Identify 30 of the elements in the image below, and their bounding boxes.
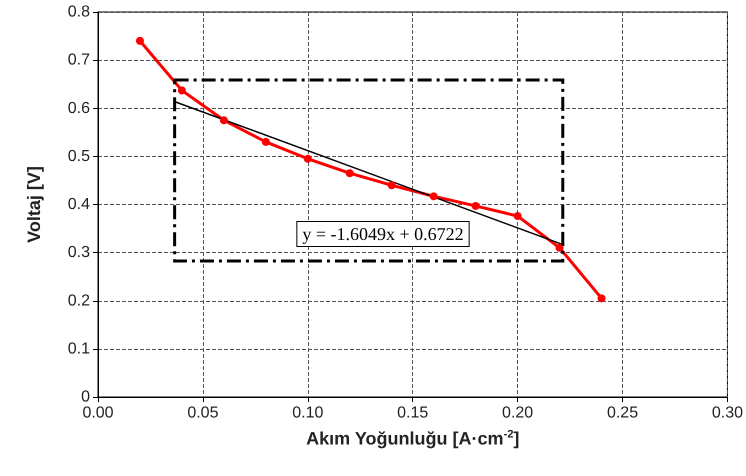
annotation: y = -1.6049x + 0.6722 [302,224,464,244]
point [472,202,480,210]
x-tick-label: 0.20 [502,404,534,422]
x-tick-label: 0.30 [712,404,744,422]
x-tick-label: 0.00 [82,404,114,422]
x-tick-label: 0.25 [606,404,638,422]
y-tick-label: 0.1 [68,340,90,358]
y-tick-label: 0.5 [68,148,90,165]
x-tick-label: 0.05 [187,404,219,422]
y-tick-label: 0.8 [68,4,90,20]
point [556,244,564,252]
y-tick-label: 0 [81,388,90,406]
point [178,86,186,94]
point [388,181,396,190]
x-tick-label: 0.10 [292,404,324,422]
y-tick-label: 0.6 [68,100,90,117]
y-axis-title: Voltaj [V] [24,166,44,243]
y-tick-label: 0.7 [68,52,90,69]
point [304,154,312,163]
point [346,169,354,178]
point [430,192,438,200]
x-tick-label: 0.15 [397,404,428,422]
point [220,116,228,124]
point [262,138,270,146]
y-tick-label: 0.3 [68,244,90,262]
point [598,294,606,302]
y-tick-label: 0.4 [68,196,90,213]
y-tick-label: 0.2 [68,292,90,310]
point [136,36,144,45]
point [514,212,522,220]
